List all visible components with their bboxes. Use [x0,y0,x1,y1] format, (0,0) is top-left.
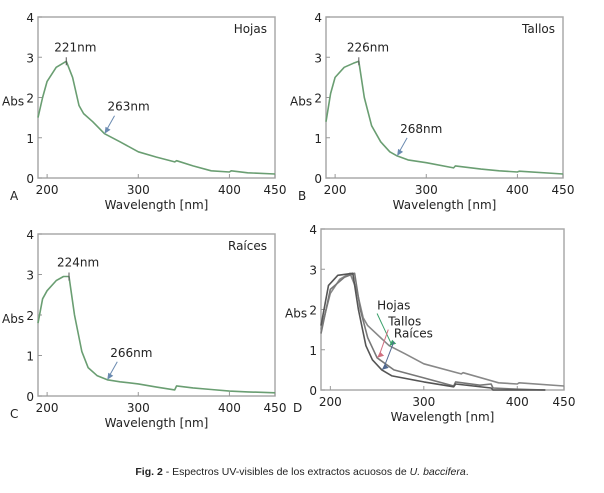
y-tick-label: 2 [314,92,322,106]
panel-A: 0 1 2 3 4 200 300 400 450 Wavelength [nm] Abs A Hoja… [2,11,286,212]
panel-C: 0 1 2 3 4 200 300 400 450 Wavelength [nm] Abs C Raíc… [2,228,286,430]
y-axis-label: Abs [285,307,307,321]
y-tick-label: 0 [26,172,34,186]
x-tick-label: 300 [412,395,435,409]
y-tick-label: 3 [314,51,322,65]
x-axis-label: Wavelength [nm] [391,410,495,424]
series-label: Hojas [377,299,410,313]
y-tick-label: 3 [309,263,317,277]
y-tick-label: 2 [309,304,317,318]
legend-arrow [376,313,392,344]
y-tick-label: 0 [314,172,322,186]
arrow-head [397,148,404,156]
x-tick-label: 450 [552,183,575,197]
legend-label: Hojas [234,22,267,36]
x-tick-label: 400 [506,395,529,409]
series-line-spectrum [37,275,276,394]
peak-label: 226nm [347,40,389,54]
peak-label: 221nm [54,40,96,54]
annotation-label: 266nm [110,346,152,360]
x-tick-label: 200 [36,183,59,197]
x-tick-label: 400 [218,183,241,197]
y-axis-label: Abs [290,95,312,109]
y-tick-label: 1 [26,350,34,364]
arrow-head [107,372,114,380]
panel-label: D [293,401,302,415]
x-tick-label: 300 [415,183,438,197]
y-tick-label: 1 [26,132,34,146]
y-tick-label: 2 [26,92,34,106]
x-tick-label: 200 [36,401,59,415]
y-tick-label: 4 [309,223,317,237]
series-label: Tallos [387,315,421,329]
arrow-head [381,363,389,370]
y-tick-label: 0 [309,384,317,398]
y-tick-label: 2 [26,309,34,323]
x-tick-label: 300 [127,401,150,415]
y-axis-label: Abs [2,95,24,109]
y-tick-label: 0 [26,390,34,404]
series-line-Raíces [320,272,546,391]
x-tick-label: 400 [218,401,241,415]
plot-frame [320,228,565,391]
caption-text: - Espectros UV-visibles de los extractos… [162,466,410,478]
x-tick-label: 300 [127,183,150,197]
y-tick-label: 4 [26,228,34,242]
x-tick-label: 450 [264,401,287,415]
x-tick-label: 200 [324,183,347,197]
series-label: Raíces [394,327,433,341]
arrow-head [104,126,111,134]
y-tick-label: 1 [309,344,317,358]
series-line-spectrum [325,60,564,175]
figure-caption: Fig. 2 - Espectros UV-visibles de los ex… [0,466,604,478]
annotation-label: 268nm [400,122,442,136]
series-line-Tallos [320,272,546,391]
series-line-spectrum [37,60,276,175]
panel-B: 0 1 2 3 4 200 300 400 450 Wavelength [nm] Abs B Tall… [290,11,574,212]
legend-arrow [383,341,395,369]
panel-label: B [298,189,306,203]
y-tick-label: 3 [26,51,34,65]
panel-label: C [10,407,18,421]
caption-label: Fig. 2 [135,466,163,478]
x-tick-label: 200 [319,395,342,409]
y-tick-label: 3 [26,269,34,283]
caption-end: . [465,466,469,478]
peak-label: 224nm [57,256,99,270]
annotation-label: 263nm [108,100,150,114]
x-tick-label: 400 [506,183,529,197]
x-axis-label: Wavelength [nm] [105,198,209,212]
panel-D: 0 1 2 3 4 200 300 400 450 Wavelength [nm] Abs D Hoja… [285,223,575,424]
y-axis-label: Abs [2,312,24,326]
arrow-head [377,351,385,358]
arrow-head [389,339,397,346]
legend-label: Tallos [521,22,555,36]
x-axis-label: Wavelength [nm] [105,416,209,430]
legend-label: Raíces [228,239,267,253]
x-tick-label: 450 [553,395,576,409]
y-tick-label: 4 [314,11,322,25]
caption-species: U. baccifera [409,466,466,478]
panel-label: A [10,189,19,203]
y-tick-label: 4 [26,11,34,25]
x-axis-label: Wavelength [nm] [393,198,497,212]
legend-arrow [378,329,389,356]
x-tick-label: 450 [264,183,287,197]
y-tick-label: 1 [314,132,322,146]
